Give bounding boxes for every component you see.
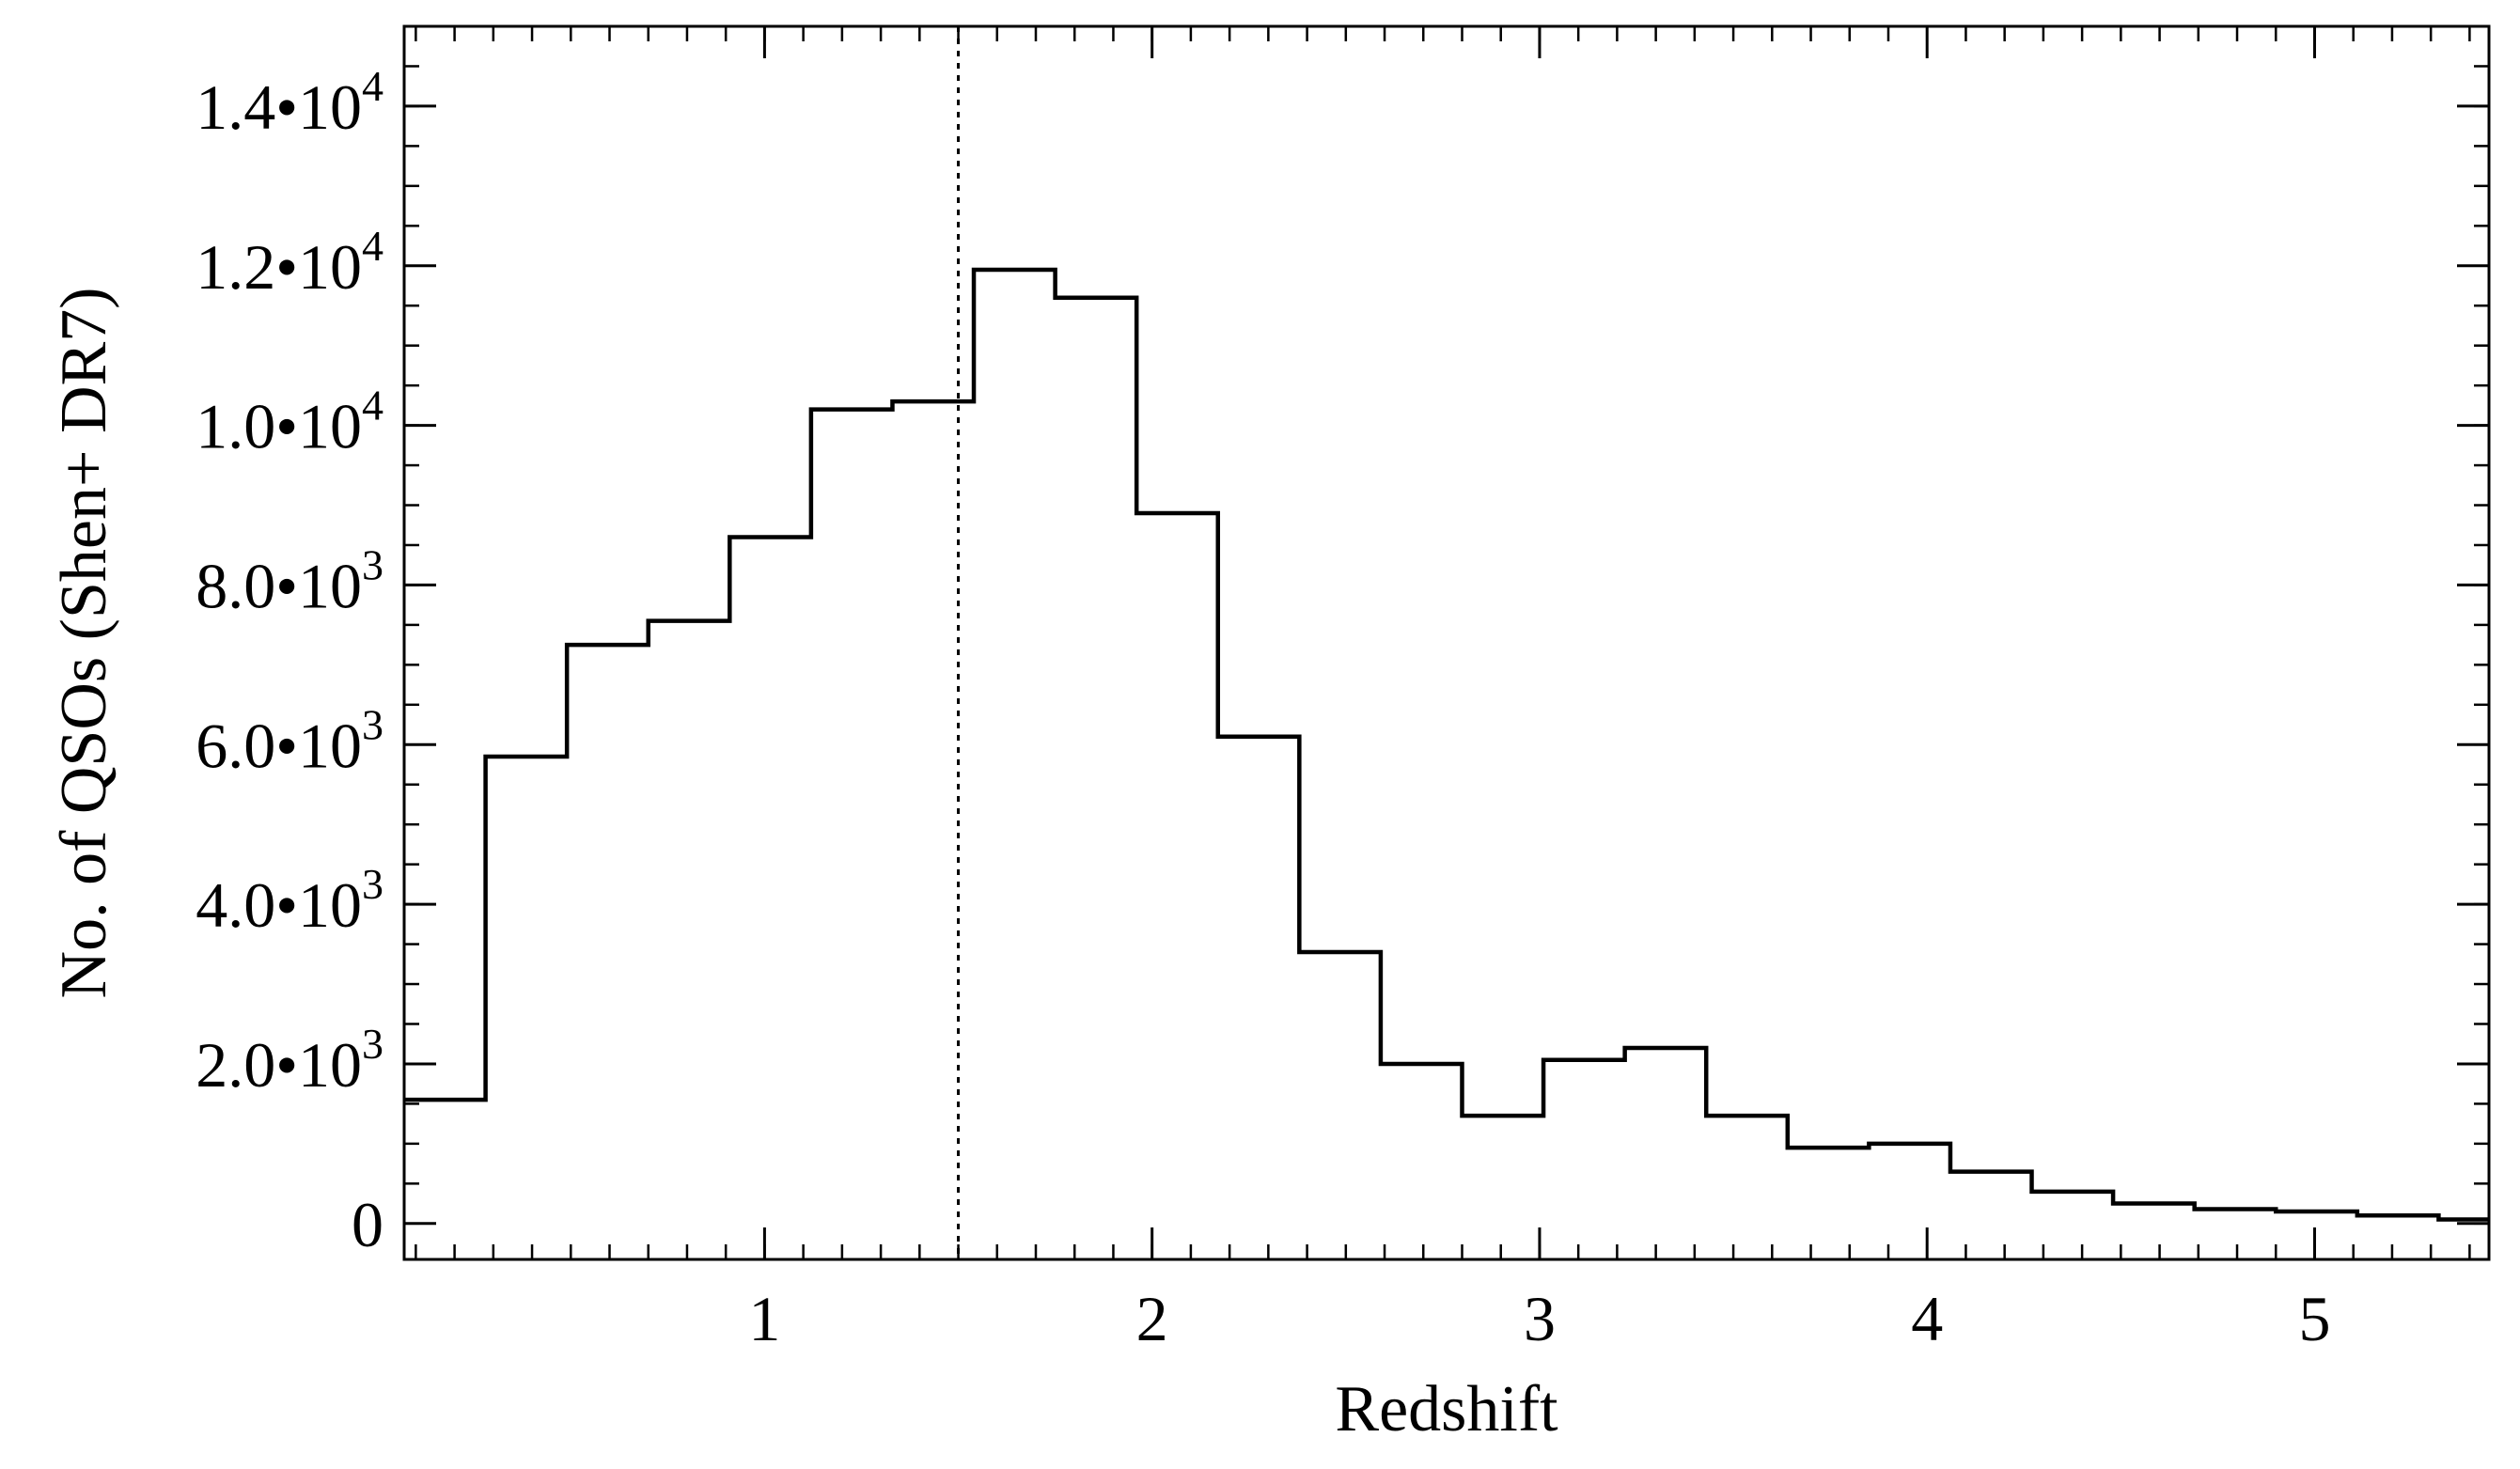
y-tick-label: 1.2•104 — [196, 222, 383, 303]
histogram-bin — [1788, 1148, 1870, 1224]
histogram-bin — [1218, 737, 1300, 1224]
histogram-bin — [1625, 1048, 1707, 1224]
histogram-bin — [1462, 1116, 1543, 1224]
histogram-bin — [729, 537, 811, 1223]
histogram-bin — [1543, 1060, 1625, 1224]
histogram-bin — [567, 645, 649, 1224]
histogram-bin — [2357, 1215, 2439, 1223]
histogram-bin — [404, 1100, 486, 1224]
histogram-bin — [811, 410, 893, 1224]
histogram-series — [404, 267, 2489, 1222]
histogram-bins — [404, 270, 2489, 1224]
y-tick-label: 1.0•104 — [196, 382, 383, 462]
histogram-bin — [2113, 1204, 2195, 1224]
x-tick-label: 1 — [748, 1283, 780, 1354]
major-ticks — [404, 26, 2489, 1259]
y-tick-label: 6.0•103 — [196, 700, 383, 781]
histogram-bin — [2032, 1192, 2114, 1224]
histogram-bin — [1950, 1172, 2032, 1224]
x-axis-label: Redshift — [1335, 1373, 1558, 1446]
histogram-bin — [892, 401, 974, 1224]
histogram-bin — [1136, 513, 1218, 1224]
histogram-bin — [1299, 952, 1381, 1224]
x-tick-label: 3 — [1524, 1283, 1556, 1354]
histogram-bin — [974, 270, 1056, 1224]
histogram-bin — [486, 757, 568, 1224]
y-tick-labels: 0 2.0•103 4.0•103 6.0•103 8.0•103 1.0•104 1.2•… — [196, 62, 383, 1260]
y-axis-label: No. of QSOs (Shen+ DR7) — [48, 288, 120, 999]
histogram-bin — [649, 621, 730, 1224]
y-tick-label: 2.0•103 — [196, 1020, 383, 1101]
histogram-bin — [1056, 298, 1137, 1224]
y-tick-label: 4.0•103 — [196, 860, 383, 941]
y-tick-label: 8.0•103 — [196, 540, 383, 621]
histogram-bin — [1706, 1116, 1788, 1224]
histogram-bin — [2276, 1211, 2357, 1224]
histogram-bin — [2195, 1210, 2277, 1224]
histogram-bin — [1381, 1064, 1463, 1224]
histogram-bin — [1869, 1144, 1950, 1224]
y-tick-label: 0 — [352, 1189, 383, 1260]
x-tick-label: 2 — [1136, 1283, 1168, 1354]
histogram-bin — [2438, 1220, 2489, 1224]
x-tick-label: 5 — [2298, 1283, 2330, 1354]
plot-frame — [402, 24, 2491, 1261]
x-tick-labels: 1 2 3 4 5 — [748, 1283, 2330, 1354]
y-tick-label: 1.4•104 — [196, 62, 383, 143]
x-tick-label: 4 — [1911, 1283, 1943, 1354]
